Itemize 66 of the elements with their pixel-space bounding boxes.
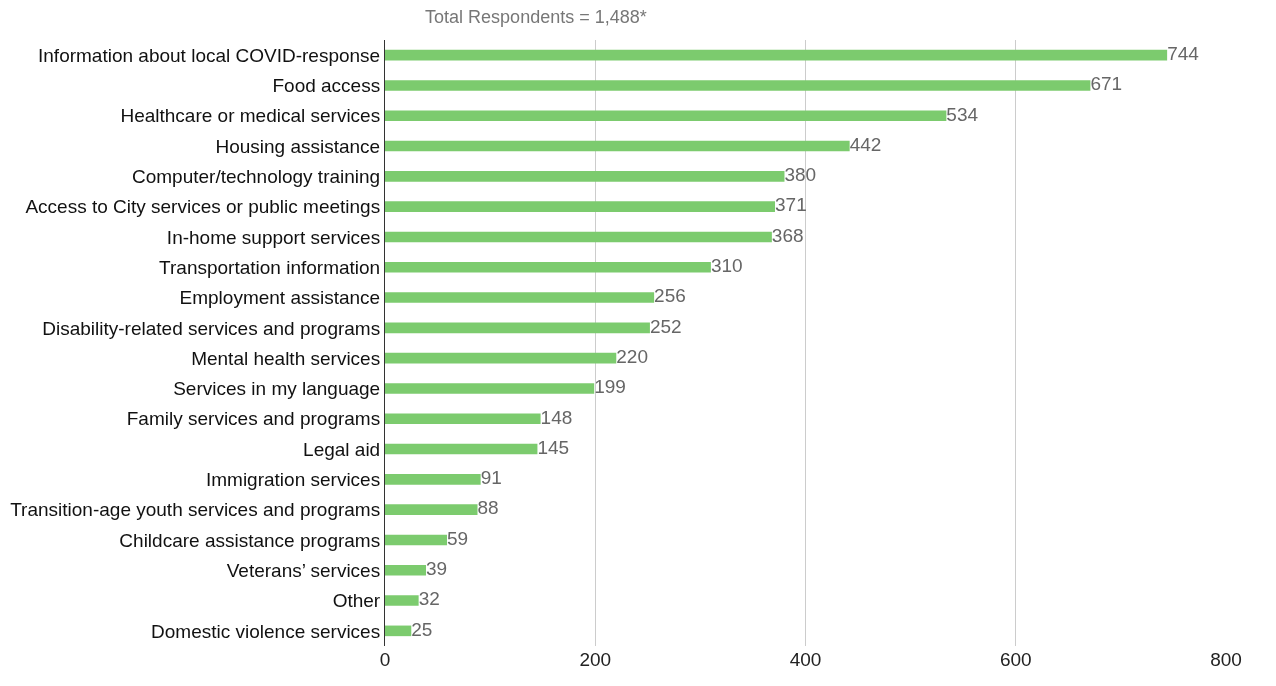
y-tick-label: Services in my language — [173, 378, 381, 400]
bar — [385, 292, 655, 303]
bar — [385, 443, 538, 455]
bar — [385, 140, 850, 152]
bar — [385, 413, 541, 425]
data-label: 310 — [710, 255, 743, 276]
y-tick-label: Employment assistance — [179, 287, 381, 309]
x-tick-label: 600 — [999, 649, 1032, 670]
y-tick-label: Immigration services — [205, 469, 381, 490]
bar — [385, 110, 947, 122]
bar — [385, 383, 595, 394]
data-label: 145 — [537, 436, 570, 458]
data-label: 368 — [771, 224, 804, 246]
data-label: 442 — [849, 133, 882, 155]
y-tick-label: In-home support services — [166, 226, 381, 248]
data-label: 32 — [418, 588, 440, 610]
bar — [385, 322, 650, 334]
bar — [385, 80, 1091, 91]
y-tick-label: Veterans’ services — [226, 559, 381, 581]
data-label: 380 — [784, 164, 817, 186]
bar — [385, 261, 711, 273]
y-tick-label: Childcare assistance programs — [119, 529, 381, 551]
y-tick-label: Healthcare or medical services — [120, 105, 381, 127]
data-label: 252 — [649, 315, 682, 337]
data-label: 148 — [540, 406, 573, 428]
y-tick-label: Mental health services — [191, 347, 381, 369]
y-tick-label: Access to City services or public meetings — [25, 196, 381, 218]
bar — [385, 534, 448, 546]
data-label: 88 — [477, 497, 499, 519]
data-label: 220 — [616, 345, 648, 367]
data-label: 91 — [480, 467, 502, 489]
x-tick-label: 400 — [789, 649, 822, 670]
y-tick-label: Computer/technology training — [132, 166, 381, 187]
data-label: 671 — [1090, 73, 1123, 95]
data-label: 744 — [1167, 42, 1200, 64]
x-tick-label: 0 — [379, 649, 391, 670]
bar — [385, 352, 617, 364]
data-label: 256 — [654, 285, 686, 307]
bar — [385, 231, 772, 243]
y-tick-label: Transportation information — [159, 256, 381, 278]
y-tick-label: Transition-age youth services and programs — [10, 499, 381, 521]
bar — [385, 595, 419, 606]
y-tick-label: Domestic violence services — [151, 620, 381, 642]
bar — [385, 625, 412, 637]
data-label: 371 — [775, 194, 807, 216]
y-tick-label: Food access — [272, 75, 381, 97]
y-tick-label: Other — [332, 590, 381, 612]
bar — [385, 504, 478, 515]
x-tick-label: 800 — [1210, 649, 1242, 670]
data-label: 39 — [426, 558, 448, 579]
y-tick-label: Information about local COVID-response — [38, 44, 381, 66]
data-label: 59 — [447, 527, 469, 549]
y-tick-label: Disability-related services and programs — [42, 317, 381, 339]
bar — [385, 49, 1168, 61]
chart-title: Total Respondents = 1,488* — [425, 6, 647, 27]
y-tick-label: Housing assistance — [215, 135, 381, 157]
bar — [385, 474, 481, 485]
bar — [385, 201, 776, 212]
data-label: 199 — [594, 376, 626, 398]
bar — [385, 564, 426, 576]
x-tick-label: 200 — [579, 649, 612, 670]
data-label: 534 — [946, 103, 979, 125]
bar — [385, 171, 785, 182]
y-tick-label: Family services and programs — [126, 408, 381, 430]
y-tick-label: Legal aid — [303, 438, 381, 460]
data-label: 25 — [411, 618, 433, 640]
